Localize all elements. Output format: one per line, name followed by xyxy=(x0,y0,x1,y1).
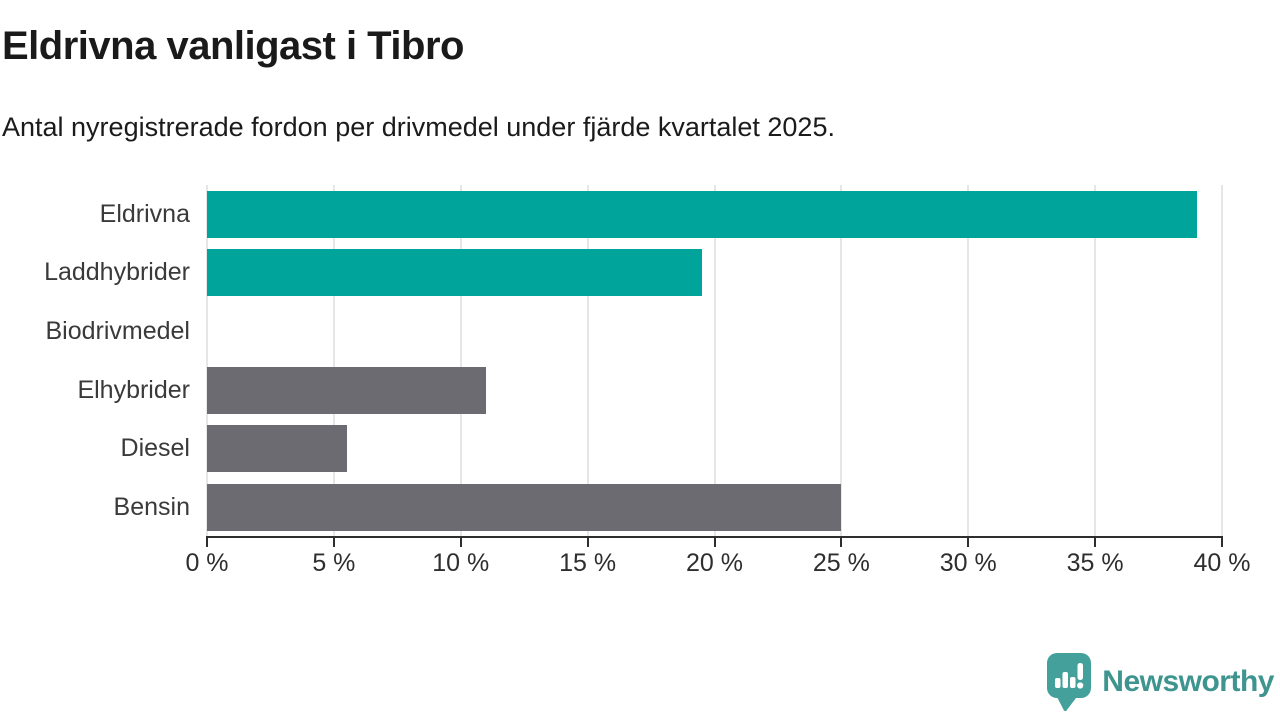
category-label: Bensin xyxy=(113,493,190,522)
x-axis-tick xyxy=(1094,538,1097,547)
bar-laddhybrider xyxy=(207,249,702,297)
bar-row xyxy=(207,185,1222,244)
gridline xyxy=(332,185,335,537)
chart-subtitle: Antal nyregistrerade fordon per drivmede… xyxy=(2,112,835,142)
bar-bensin xyxy=(207,484,842,532)
x-axis-tick xyxy=(713,538,716,547)
gridline xyxy=(206,185,208,537)
category-label: Diesel xyxy=(120,434,190,463)
x-axis-tick-label: 40 % xyxy=(1193,549,1251,577)
speech-bubble-barchart-icon xyxy=(1046,652,1092,712)
x-axis-tick xyxy=(206,538,208,547)
x-axis-tick-label: 5 % xyxy=(312,549,356,577)
bar-row xyxy=(207,302,1222,361)
gridline xyxy=(967,185,970,537)
x-axis-tick-label: 0 % xyxy=(185,549,229,577)
category-label: Elhybrider xyxy=(77,375,190,404)
gridline xyxy=(1221,185,1223,537)
bar-row xyxy=(207,361,1222,420)
x-axis-tick-label: 25 % xyxy=(812,549,870,577)
bar-chart: Eldrivna Laddhybrider Biodrivmedel Elhybrid… xyxy=(0,185,1250,577)
logo-text: Newsworthy xyxy=(1102,665,1274,698)
category-label: Eldrivna xyxy=(99,199,190,228)
x-axis-tick-label: 30 % xyxy=(939,549,997,577)
bar-diesel xyxy=(207,425,347,473)
x-axis-tick xyxy=(586,538,589,547)
x-axis-tick-label: 10 % xyxy=(432,549,490,577)
gridline xyxy=(459,185,462,537)
x-axis-tick-label: 20 % xyxy=(686,549,743,577)
x-axis-tick xyxy=(840,538,843,547)
bar-row xyxy=(207,244,1222,303)
x-axis-tick xyxy=(1221,538,1223,547)
gridline xyxy=(713,185,716,537)
gridline xyxy=(840,185,843,537)
x-axis-tick-label: 35 % xyxy=(1066,549,1124,577)
newsworthy-logo: Newsworthy xyxy=(1046,652,1274,712)
bar-eldrivna xyxy=(207,190,1197,238)
x-axis-tick xyxy=(967,538,970,547)
bar-elhybrider xyxy=(207,366,487,414)
x-axis-tick xyxy=(332,538,335,547)
plot-area xyxy=(206,185,1223,537)
category-labels: Eldrivna Laddhybrider Biodrivmedel Elhybrid… xyxy=(0,185,190,537)
x-axis-tick-label: 15 % xyxy=(559,549,617,577)
gridline xyxy=(586,185,589,537)
chart-title: Eldrivna vanligast i Tibro xyxy=(2,24,464,68)
x-axis-tick xyxy=(459,538,462,547)
bar-row xyxy=(207,478,1222,537)
gridline xyxy=(1094,185,1097,537)
x-axis-line xyxy=(206,536,1223,538)
category-label: Laddhybrider xyxy=(44,258,190,287)
category-label: Biodrivmedel xyxy=(45,317,190,346)
bar-row xyxy=(207,420,1222,479)
logo-bubble-shape xyxy=(1047,653,1092,712)
